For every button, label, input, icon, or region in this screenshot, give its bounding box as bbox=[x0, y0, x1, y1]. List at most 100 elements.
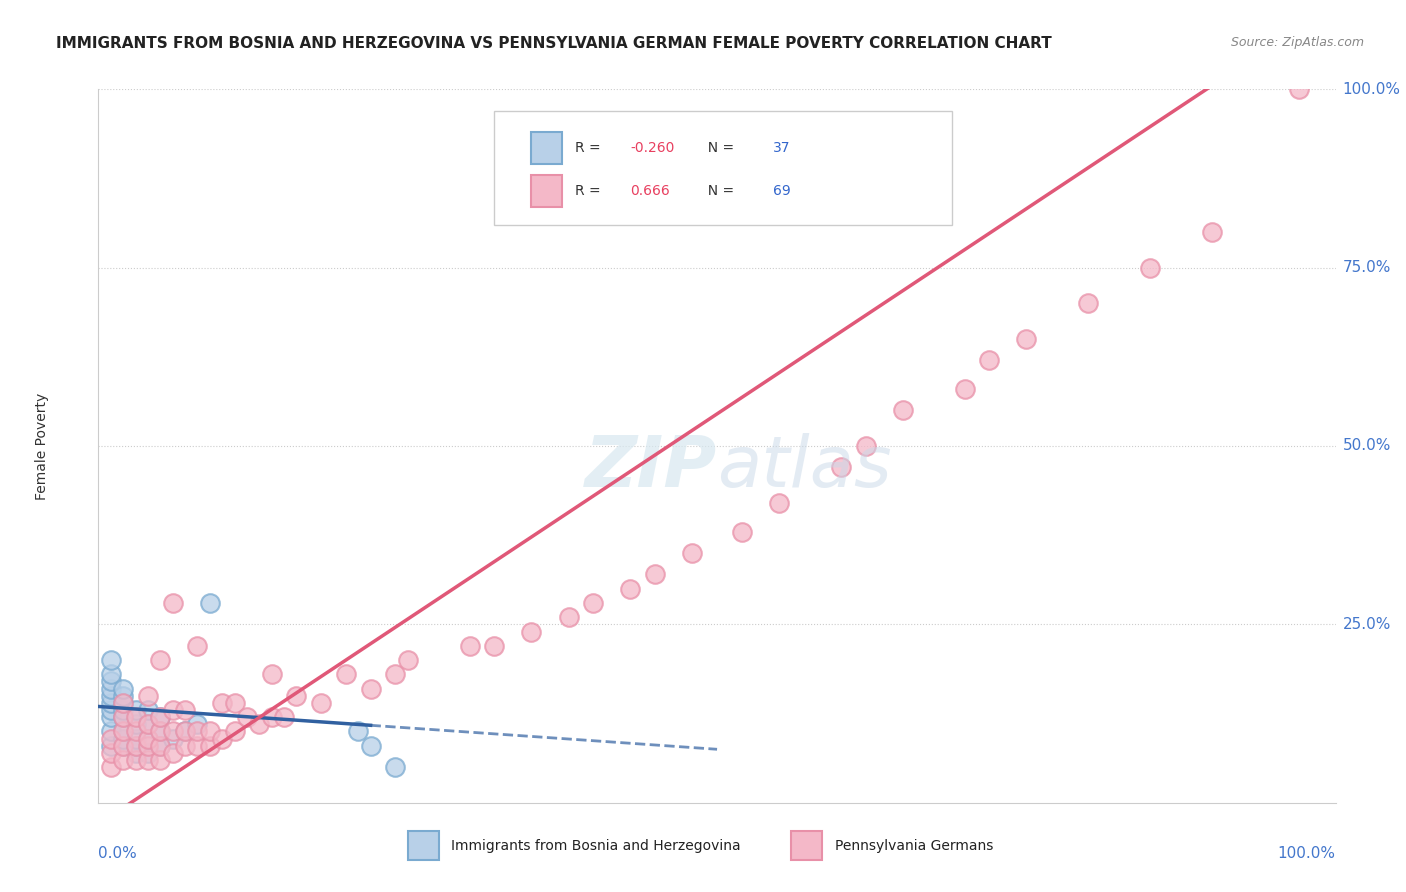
Point bbox=[100, 667, 122, 681]
Point bbox=[198, 724, 221, 739]
Point bbox=[162, 746, 184, 760]
Point bbox=[149, 753, 172, 767]
Point bbox=[112, 681, 135, 696]
Point bbox=[112, 696, 135, 710]
Point bbox=[100, 710, 122, 724]
Point bbox=[644, 567, 666, 582]
Point bbox=[149, 653, 172, 667]
Point bbox=[124, 703, 146, 717]
Point bbox=[124, 717, 146, 731]
Point bbox=[100, 746, 122, 760]
Point bbox=[100, 681, 122, 696]
Point bbox=[100, 739, 122, 753]
Text: 100.0%: 100.0% bbox=[1343, 82, 1400, 96]
Text: N =: N = bbox=[699, 185, 738, 198]
Point bbox=[260, 667, 283, 681]
Point bbox=[149, 739, 172, 753]
Text: Immigrants from Bosnia and Herzegovina: Immigrants from Bosnia and Herzegovina bbox=[451, 838, 741, 853]
Point bbox=[186, 639, 208, 653]
Point bbox=[136, 739, 159, 753]
Text: R =: R = bbox=[575, 142, 605, 155]
Point bbox=[136, 753, 159, 767]
Point bbox=[136, 731, 159, 746]
Text: 100.0%: 100.0% bbox=[1278, 846, 1336, 861]
Point bbox=[236, 710, 259, 724]
Point bbox=[149, 724, 172, 739]
Point bbox=[136, 731, 159, 746]
Point bbox=[112, 739, 135, 753]
Point bbox=[198, 596, 221, 610]
Point bbox=[136, 689, 159, 703]
Text: 0.666: 0.666 bbox=[630, 185, 671, 198]
Point bbox=[100, 760, 122, 774]
Point bbox=[112, 710, 135, 724]
Point bbox=[347, 724, 370, 739]
Point bbox=[520, 624, 543, 639]
Point bbox=[136, 746, 159, 760]
Point bbox=[186, 739, 208, 753]
Point bbox=[124, 753, 146, 767]
Point bbox=[162, 703, 184, 717]
Point bbox=[224, 724, 246, 739]
Point bbox=[335, 667, 357, 681]
Point bbox=[174, 724, 197, 739]
Point bbox=[458, 639, 481, 653]
Text: 25.0%: 25.0% bbox=[1343, 617, 1391, 632]
Point bbox=[100, 696, 122, 710]
Point bbox=[186, 724, 208, 739]
Point bbox=[162, 731, 184, 746]
Point bbox=[681, 546, 703, 560]
Point bbox=[396, 653, 419, 667]
Point bbox=[1077, 296, 1099, 310]
Point bbox=[100, 689, 122, 703]
Point bbox=[100, 731, 122, 746]
Point bbox=[768, 496, 790, 510]
Point bbox=[149, 739, 172, 753]
Point bbox=[174, 703, 197, 717]
Point bbox=[224, 696, 246, 710]
Text: ZIP: ZIP bbox=[585, 433, 717, 502]
Point bbox=[211, 696, 233, 710]
Point bbox=[174, 724, 197, 739]
Point bbox=[112, 703, 135, 717]
Point bbox=[124, 724, 146, 739]
Point bbox=[136, 717, 159, 731]
Point bbox=[1288, 82, 1310, 96]
Point bbox=[149, 710, 172, 724]
Point bbox=[124, 746, 146, 760]
Point bbox=[174, 739, 197, 753]
Point bbox=[953, 382, 976, 396]
Point bbox=[384, 667, 406, 681]
Point bbox=[1015, 332, 1038, 346]
Text: 0.0%: 0.0% bbox=[98, 846, 138, 861]
Point bbox=[285, 689, 308, 703]
Point bbox=[731, 524, 754, 539]
Point bbox=[112, 731, 135, 746]
Point bbox=[855, 439, 877, 453]
Point bbox=[124, 739, 146, 753]
Point bbox=[112, 724, 135, 739]
Point bbox=[384, 760, 406, 774]
Point bbox=[112, 710, 135, 724]
Text: Source: ZipAtlas.com: Source: ZipAtlas.com bbox=[1230, 36, 1364, 49]
Point bbox=[247, 717, 270, 731]
Point bbox=[557, 610, 579, 624]
Text: 75.0%: 75.0% bbox=[1343, 260, 1391, 275]
Point bbox=[112, 689, 135, 703]
Text: atlas: atlas bbox=[717, 433, 891, 502]
Bar bbox=[792, 831, 823, 860]
Point bbox=[136, 703, 159, 717]
Point bbox=[112, 753, 135, 767]
Point bbox=[979, 353, 1001, 368]
Point bbox=[124, 731, 146, 746]
Point bbox=[309, 696, 332, 710]
Point bbox=[149, 710, 172, 724]
Point bbox=[360, 681, 382, 696]
Point bbox=[100, 674, 122, 689]
Point bbox=[162, 724, 184, 739]
Point bbox=[112, 696, 135, 710]
Text: 37: 37 bbox=[773, 142, 790, 155]
Point bbox=[582, 596, 605, 610]
Text: IMMIGRANTS FROM BOSNIA AND HERZEGOVINA VS PENNSYLVANIA GERMAN FEMALE POVERTY COR: IMMIGRANTS FROM BOSNIA AND HERZEGOVINA V… bbox=[56, 36, 1052, 51]
Point bbox=[149, 724, 172, 739]
